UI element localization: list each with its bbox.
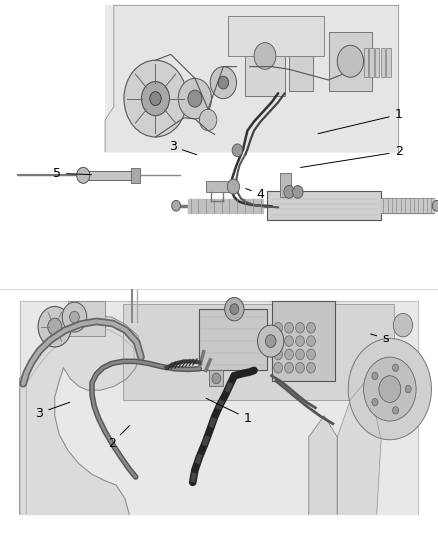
Circle shape (296, 349, 304, 360)
Circle shape (274, 362, 283, 373)
Circle shape (296, 336, 304, 346)
Circle shape (307, 349, 315, 360)
Circle shape (178, 78, 212, 119)
Polygon shape (309, 416, 337, 514)
Bar (369, 48, 374, 77)
Circle shape (405, 385, 411, 393)
Circle shape (150, 92, 161, 106)
Circle shape (265, 335, 276, 348)
Bar (364, 48, 368, 77)
Circle shape (225, 297, 244, 321)
Bar (105, 5, 399, 152)
Text: 1: 1 (318, 108, 403, 134)
Circle shape (296, 362, 304, 373)
Circle shape (285, 349, 293, 360)
Text: 3: 3 (169, 140, 197, 155)
Circle shape (392, 364, 399, 372)
Text: 2: 2 (108, 426, 130, 450)
Bar (199, 309, 267, 370)
Circle shape (141, 82, 170, 116)
Bar (0, 0, 438, 290)
Circle shape (284, 185, 294, 198)
Circle shape (285, 336, 293, 346)
Text: 2: 2 (300, 146, 403, 167)
Circle shape (188, 90, 202, 107)
Circle shape (77, 167, 90, 183)
Circle shape (254, 43, 276, 69)
Circle shape (38, 306, 71, 347)
Circle shape (232, 144, 243, 157)
Circle shape (285, 322, 293, 333)
Circle shape (307, 336, 315, 346)
Bar (267, 191, 381, 220)
Bar (289, 37, 313, 91)
Circle shape (212, 373, 221, 384)
Circle shape (230, 304, 239, 314)
Circle shape (307, 362, 315, 373)
Polygon shape (105, 5, 399, 152)
Bar (381, 48, 385, 77)
Bar (386, 48, 391, 77)
Text: 5: 5 (53, 167, 92, 180)
Bar (228, 16, 324, 56)
Text: 3: 3 (35, 402, 70, 419)
Bar (83, 171, 136, 180)
Bar (272, 301, 335, 381)
Polygon shape (20, 301, 418, 514)
Circle shape (285, 362, 293, 373)
Circle shape (172, 200, 180, 211)
Bar (123, 304, 394, 400)
Bar (206, 181, 230, 192)
Circle shape (293, 185, 303, 198)
Bar (328, 32, 372, 91)
Circle shape (337, 45, 364, 77)
Bar (209, 370, 223, 386)
Bar (68, 301, 105, 336)
Polygon shape (337, 378, 381, 514)
Circle shape (392, 407, 399, 414)
Text: 4: 4 (246, 188, 265, 200)
Circle shape (372, 399, 378, 406)
Circle shape (227, 179, 240, 194)
Circle shape (274, 322, 283, 333)
Bar (245, 32, 285, 96)
Circle shape (218, 76, 229, 89)
Text: s: s (371, 332, 389, 345)
Circle shape (393, 313, 413, 337)
Circle shape (210, 67, 237, 99)
Circle shape (70, 311, 79, 323)
Circle shape (48, 318, 62, 335)
Circle shape (62, 302, 87, 332)
Bar (280, 173, 291, 197)
Circle shape (348, 338, 431, 440)
Polygon shape (20, 316, 140, 514)
Circle shape (372, 372, 378, 379)
Circle shape (199, 109, 217, 131)
Text: 1: 1 (206, 398, 251, 425)
Circle shape (274, 336, 283, 346)
Bar (375, 48, 379, 77)
Circle shape (274, 349, 283, 360)
Bar (0, 290, 438, 533)
Circle shape (432, 200, 438, 211)
Circle shape (296, 322, 304, 333)
Bar (131, 168, 140, 183)
Circle shape (379, 376, 401, 402)
Circle shape (258, 325, 284, 357)
Circle shape (307, 322, 315, 333)
Circle shape (364, 357, 416, 421)
Circle shape (124, 60, 187, 137)
